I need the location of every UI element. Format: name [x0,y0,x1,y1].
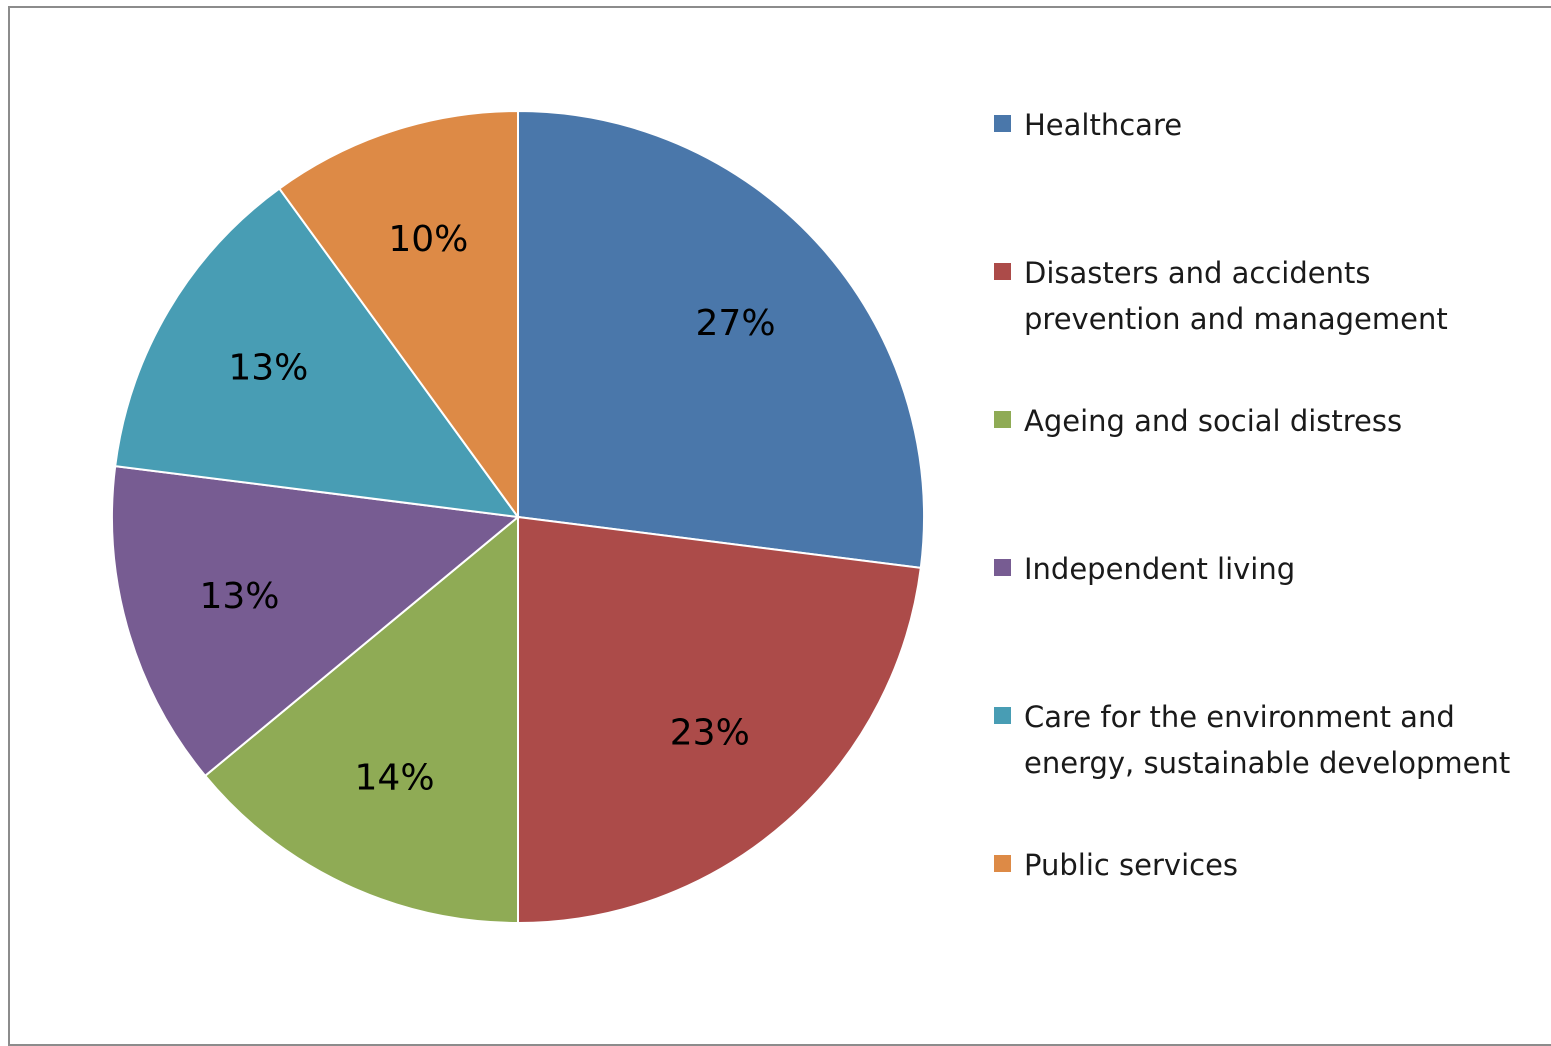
pie-data-label: 10% [388,219,468,260]
pie-chart: 27% 23% 14% 13% 13% 10% [111,109,925,925]
pie-slice [203,514,519,925]
legend-label: Disasters and accidents prevention and m… [1024,256,1448,336]
pie-slice [517,515,922,925]
pie-slice [114,187,521,519]
legend-entry: Healthcare [994,102,1534,148]
legend-label: Public services [1024,848,1239,882]
legend-entry: Ageing and social distress [994,398,1534,444]
legend-label: Ageing and social distress [1024,404,1403,438]
legend-label: Independent living [1024,552,1296,586]
pie-slices [111,109,925,925]
legend-entry: Disasters and accidents prevention and m… [994,250,1534,342]
pie-data-label: 14% [355,757,435,798]
pie-data-label: 13% [200,576,280,617]
legend-entry: Care for the environment and energy, sus… [994,694,1534,786]
legend-entry: Independent living [994,546,1534,592]
legend-entry: Public services [994,842,1534,888]
pie-data-labels: 27% 23% 14% 13% 13% 10% [200,219,776,798]
legend-swatch [994,411,1011,428]
pie-data-label: 13% [228,347,308,388]
pie-data-label: 27% [696,303,776,344]
legend-swatch [994,263,1011,280]
legend-label: Care for the environment and energy, sus… [1024,700,1511,780]
pie-slice [277,109,519,521]
legend-swatch [994,707,1011,724]
legend-label: Healthcare [1024,108,1183,142]
pie-slice [111,464,521,778]
legend-swatch [994,115,1011,132]
pie-slice [517,109,925,570]
legend-swatch [994,855,1011,872]
pie-data-label: 23% [670,713,750,754]
legend-swatch [994,559,1011,576]
